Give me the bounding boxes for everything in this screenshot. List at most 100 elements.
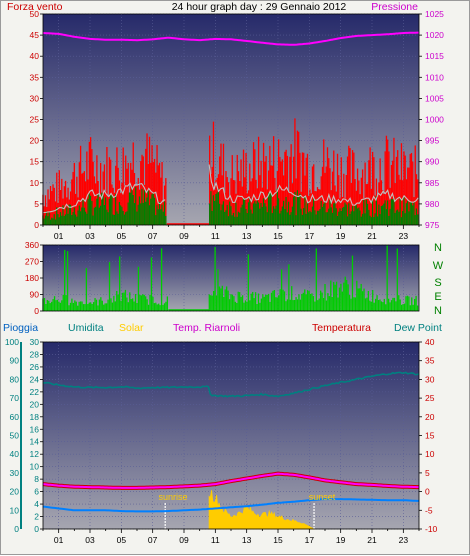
bot-xlabel-03: 03	[85, 535, 95, 545]
pressure-tick-label-1010: 1010	[425, 72, 444, 82]
top-chart-layer: 0510152025303540455097598098599099510001…	[30, 9, 445, 241]
direction-tick-label-270: 270	[25, 257, 39, 267]
wind-tick-label-40: 40	[30, 51, 40, 61]
top-xlabel-15: 15	[273, 231, 283, 241]
legend-humidity: Umidita	[68, 322, 104, 334]
rain-tick-label-10: 10	[10, 505, 20, 515]
graph-title: 24 hour graph day : 29 Gennaio 2012	[172, 1, 347, 13]
bot-xlabel-07: 07	[148, 535, 158, 545]
bottom-chart-layer: 0102030405060708090100024681012141618202…	[5, 337, 438, 545]
humidity-tick-label-10: 10	[30, 462, 40, 472]
temperature-tick-label--10: -10	[425, 524, 438, 534]
humidity-tick-label-26: 26	[30, 362, 40, 372]
temperature-tick-label-25: 25	[425, 393, 435, 403]
wind-axis-title: Forza vento	[7, 1, 63, 13]
top-xlabel-17: 17	[305, 231, 315, 241]
direction-tick-label-0: 0	[34, 306, 39, 316]
direction-tick-label-180: 180	[25, 273, 39, 283]
humidity-tick-label-8: 8	[34, 474, 39, 484]
top-xlabel-03: 03	[85, 231, 95, 241]
temperature-tick-label-20: 20	[425, 412, 435, 422]
wind-tick-label-15: 15	[30, 157, 40, 167]
rain-tick-label-100: 100	[5, 337, 19, 347]
temperature-tick-label-0: 0	[425, 487, 430, 497]
rain-tick-label-50: 50	[10, 431, 20, 441]
temperature-tick-label-40: 40	[425, 337, 435, 347]
bot-xlabel-05: 05	[117, 535, 127, 545]
pressure-tick-label-980: 980	[425, 199, 439, 209]
sunrise-label: sunrise	[158, 492, 187, 502]
bot-xlabel-21: 21	[367, 535, 377, 545]
wind-tick-label-50: 50	[30, 9, 40, 19]
top-xlabel-01: 01	[54, 231, 64, 241]
wind-average-line-1	[208, 164, 419, 206]
rain-tick-label-70: 70	[10, 393, 20, 403]
top-xlabel-11: 11	[211, 231, 220, 241]
direction-chart-layer: 0 90 180 270 360	[25, 240, 420, 316]
top-xlabel-05: 05	[117, 231, 127, 241]
legend-solar: Solar	[119, 322, 144, 334]
wind-tick-label-5: 5	[34, 199, 39, 209]
bot-xlabel-17: 17	[305, 535, 315, 545]
pressure-tick-label-1000: 1000	[425, 115, 444, 125]
bot-xlabel-01: 01	[54, 535, 64, 545]
temperature-tick-label-15: 15	[425, 431, 435, 441]
humidity-tick-label-2: 2	[34, 512, 39, 522]
top-xlabel-23: 23	[399, 231, 409, 241]
humidity-tick-label-6: 6	[34, 487, 39, 497]
top-xlabel-13: 13	[242, 231, 252, 241]
rain-tick-label-60: 60	[10, 412, 20, 422]
top-xlabel-19: 19	[336, 231, 346, 241]
direction-legend-n1: N	[434, 242, 442, 254]
pressure-tick-label-990: 990	[425, 157, 439, 167]
bot-xlabel-23: 23	[399, 535, 409, 545]
top-xlabel-21: 21	[367, 231, 377, 241]
temperature-tick-label--5: -5	[425, 505, 433, 515]
rain-tick-label-40: 40	[10, 449, 20, 459]
wind-tick-label-35: 35	[30, 72, 40, 82]
top-xlabel-07: 07	[148, 231, 158, 241]
pressure-tick-label-985: 985	[425, 178, 439, 188]
rain-tick-label-30: 30	[10, 468, 20, 478]
direction-legend-e: E	[434, 291, 441, 303]
pressure-axis-title: Pressione	[371, 1, 418, 13]
temperature-tick-label-5: 5	[425, 468, 430, 478]
sunset-label: sunset	[309, 492, 336, 502]
top-xlabel-09: 09	[179, 231, 189, 241]
pressure-tick-label-1015: 1015	[425, 51, 444, 61]
rain-tick-label-0: 0	[14, 524, 19, 534]
temperature-tick-label-10: 10	[425, 449, 435, 459]
wind-average-line-0	[42, 182, 166, 214]
humidity-tick-label-28: 28	[30, 349, 40, 359]
humidity-tick-label-12: 12	[30, 449, 40, 459]
humidity-tick-label-30: 30	[30, 337, 40, 347]
wind-tick-label-30: 30	[30, 93, 40, 103]
humidity-tick-label-14: 14	[30, 437, 40, 447]
pressure-tick-label-1025: 1025	[425, 9, 444, 19]
bot-xlabel-11: 11	[211, 535, 220, 545]
wind-tick-label-10: 10	[30, 178, 40, 188]
temperature-line	[42, 472, 419, 489]
bot-xlabel-13: 13	[242, 535, 252, 545]
wind-tick-label-20: 20	[30, 136, 40, 146]
pressure-tick-label-1020: 1020	[425, 30, 444, 40]
humidity-tick-label-4: 4	[34, 499, 39, 509]
direction-legend-w: W	[433, 260, 444, 272]
rain-tick-label-80: 80	[10, 374, 20, 384]
legend-dew-point: Dew Point	[394, 322, 442, 334]
humidity-tick-label-24: 24	[30, 374, 40, 384]
wind-tick-label-0: 0	[34, 220, 39, 230]
temperature-tick-label-30: 30	[425, 374, 435, 384]
direction-legend-n2: N	[434, 305, 442, 317]
wind-tick-label-45: 45	[30, 30, 40, 40]
humidity-tick-label-0: 0	[34, 524, 39, 534]
legend-temperature: Temperatura	[312, 322, 371, 334]
wind-tick-label-25: 25	[30, 115, 40, 125]
direction-tick-label-90: 90	[30, 290, 40, 300]
temperature-tick-label-35: 35	[425, 356, 435, 366]
rain-tick-label-90: 90	[10, 356, 20, 366]
direction-frame	[42, 244, 420, 312]
pressure-tick-label-1005: 1005	[425, 93, 444, 103]
dew-point-line	[42, 498, 419, 513]
